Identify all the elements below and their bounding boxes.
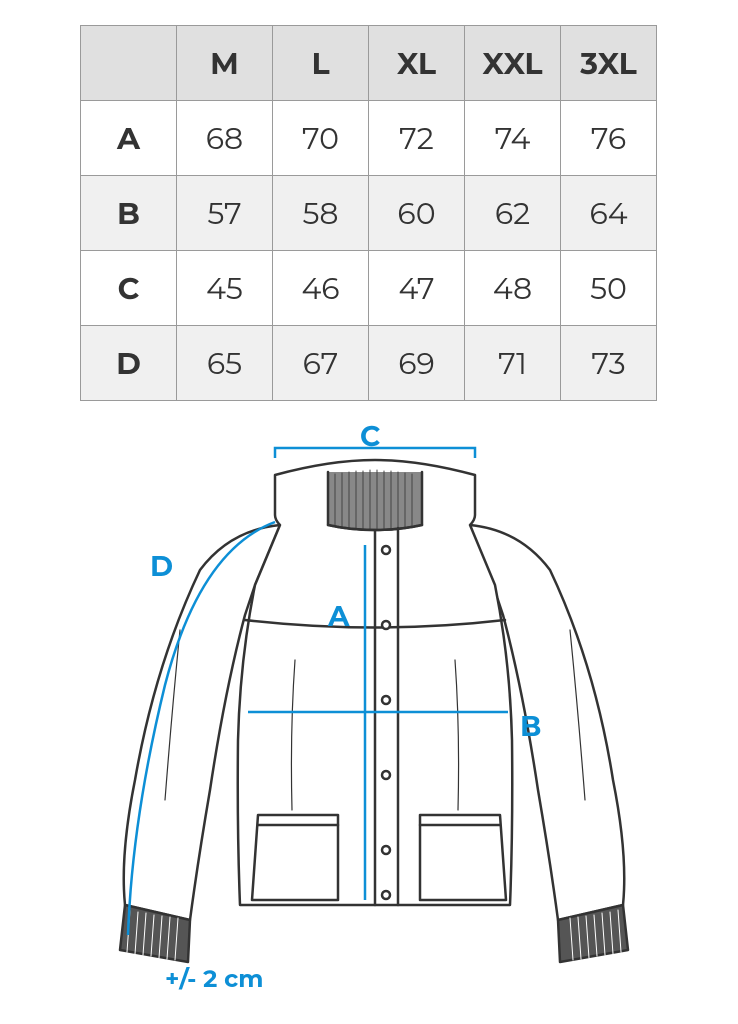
- label-a: A: [328, 600, 349, 634]
- label-b: B: [520, 710, 541, 744]
- cell-a-xxl: 74: [465, 101, 561, 176]
- row-header-a: A: [81, 101, 177, 176]
- cell-c-l: 46: [273, 251, 369, 326]
- col-header-m: M: [177, 26, 273, 101]
- row-header-d: D: [81, 326, 177, 401]
- cell-b-xxl: 62: [465, 176, 561, 251]
- col-header-xl: XL: [369, 26, 465, 101]
- row-header-b: B: [81, 176, 177, 251]
- row-header-c: C: [81, 251, 177, 326]
- col-header-l: L: [273, 26, 369, 101]
- cell-a-xl: 72: [369, 101, 465, 176]
- cell-c-xxl: 48: [465, 251, 561, 326]
- cell-c-xl: 47: [369, 251, 465, 326]
- label-d: D: [150, 550, 173, 584]
- size-chart-table: M L XL XXL 3XL A 68 70 72 74 76 B 57 58 …: [80, 25, 657, 401]
- cell-a-m: 68: [177, 101, 273, 176]
- jacket-svg: [80, 430, 658, 1010]
- cell-b-xl: 60: [369, 176, 465, 251]
- cell-d-3xl: 73: [561, 326, 657, 401]
- cell-d-xxl: 71: [465, 326, 561, 401]
- cell-a-3xl: 76: [561, 101, 657, 176]
- cell-b-3xl: 64: [561, 176, 657, 251]
- cell-d-l: 67: [273, 326, 369, 401]
- label-c: C: [360, 420, 380, 454]
- col-header-blank: [81, 26, 177, 101]
- col-header-3xl: 3XL: [561, 26, 657, 101]
- cell-c-3xl: 50: [561, 251, 657, 326]
- tolerance-note: +/- 2 cm: [165, 965, 263, 994]
- col-header-xxl: XXL: [465, 26, 561, 101]
- cell-a-l: 70: [273, 101, 369, 176]
- cell-d-xl: 69: [369, 326, 465, 401]
- cell-b-l: 58: [273, 176, 369, 251]
- cell-c-m: 45: [177, 251, 273, 326]
- jacket-diagram: C A B D +/- 2 cm: [80, 430, 658, 1010]
- cell-b-m: 57: [177, 176, 273, 251]
- cell-d-m: 65: [177, 326, 273, 401]
